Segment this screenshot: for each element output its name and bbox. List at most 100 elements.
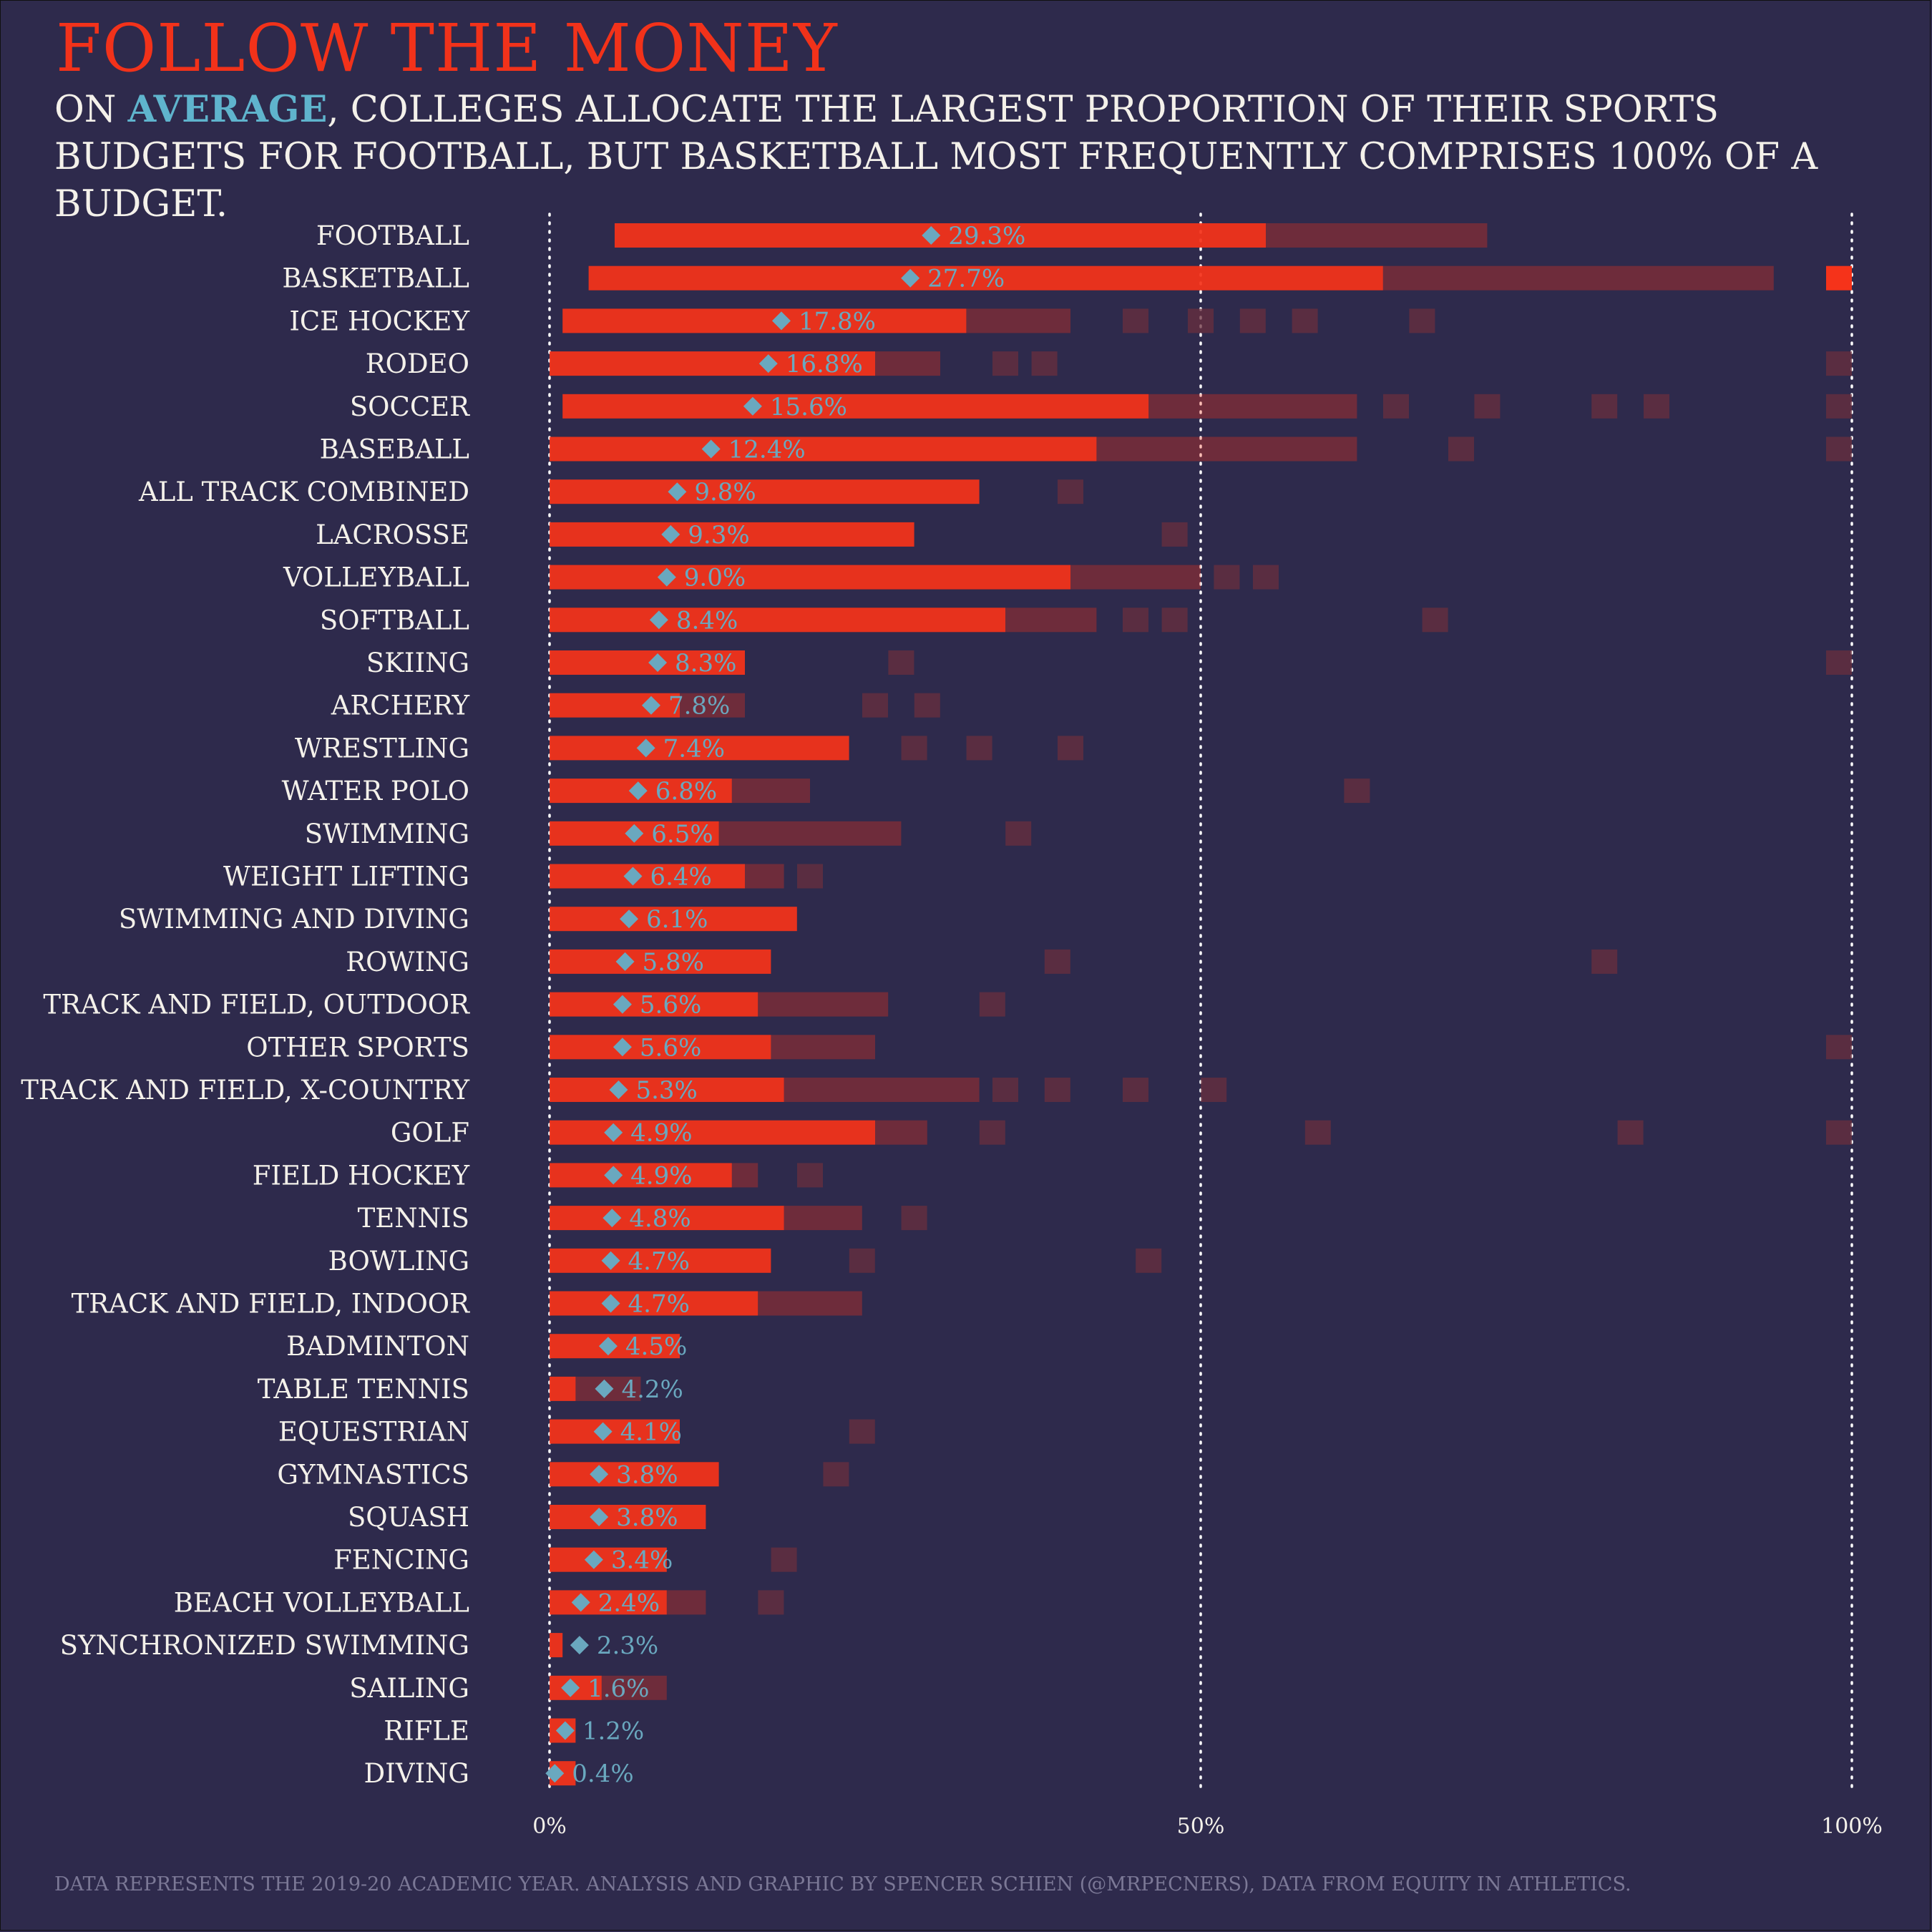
average-value-label: 5.6% (640, 991, 701, 1020)
distribution-dense (550, 907, 797, 932)
distribution-outlier (1058, 736, 1083, 761)
distribution-sparse (718, 821, 902, 846)
category-label: WATER POLO (282, 776, 469, 806)
average-marker (636, 738, 655, 758)
average-value-label: 6.1% (646, 905, 708, 934)
average-marker (758, 354, 778, 374)
distribution-outlier (901, 736, 927, 761)
distribution-dense (550, 864, 745, 889)
distribution-outlier (1253, 565, 1279, 590)
average-value-label: 4.9% (630, 1161, 692, 1190)
category-label: BASEBALL (320, 434, 469, 465)
category-label: SWIMMING AND DIVING (119, 904, 469, 935)
distribution-dense (562, 308, 967, 333)
average-value-label: 4.7% (628, 1290, 690, 1319)
distribution-outlier (1188, 308, 1214, 333)
average-value-label: 2.4% (598, 1589, 660, 1617)
average-marker (590, 1465, 609, 1484)
category-label: TENNIS (358, 1203, 469, 1234)
distribution-sparse (1266, 223, 1488, 248)
distribution-sparse (1148, 394, 1357, 419)
distribution-outlier (888, 650, 914, 675)
distribution-outlier (1239, 308, 1266, 333)
distribution-outlier (1344, 779, 1370, 804)
distribution-sparse (758, 992, 889, 1017)
distribution-outlier (1826, 394, 1852, 419)
chart-footer: Data represents the 2019-20 academic yea… (54, 1873, 1631, 1896)
average-marker (545, 1764, 565, 1783)
category-label: RODEO (366, 348, 469, 379)
average-marker (641, 696, 660, 715)
distribution-outlier (1591, 949, 1618, 974)
average-value-label: 4.8% (629, 1204, 691, 1233)
distribution-dense (550, 522, 914, 547)
chart-subtitle: On average, colleges allocate the larges… (54, 86, 1886, 228)
distribution-outlier (1383, 394, 1409, 419)
average-value-label: 12.4% (728, 436, 806, 464)
distribution-outlier (758, 1590, 784, 1615)
distribution-sparse (771, 1035, 875, 1060)
distribution-dense (550, 1163, 732, 1188)
distribution-outlier (823, 1462, 849, 1487)
average-marker (604, 1166, 623, 1185)
distribution-outlier (771, 1547, 797, 1572)
category-label: RIFLE (384, 1716, 469, 1747)
average-marker (601, 1251, 620, 1270)
average-value-label: 15.6% (770, 393, 847, 421)
distribution-outlier (992, 351, 1018, 376)
category-label: TRACK AND FIELD, OUTDOOR (43, 990, 470, 1020)
average-marker (595, 1379, 614, 1398)
distribution-outlier (1826, 1120, 1852, 1145)
average-marker (613, 995, 632, 1014)
distribution-sparse (758, 1291, 862, 1316)
distribution-dense (550, 992, 758, 1017)
category-label: BEACH VOLLEYBALL (174, 1587, 469, 1618)
category-label: SQUASH (348, 1502, 469, 1533)
distribution-dense (550, 1590, 667, 1615)
distribution-outlier (1201, 1078, 1227, 1102)
distribution-outlier (1304, 1120, 1331, 1145)
x-tick-label: 50% (1177, 1814, 1225, 1839)
average-value-label: 3.8% (616, 1503, 678, 1532)
distribution-outlier (1136, 1248, 1162, 1273)
distribution-dense (550, 1078, 784, 1102)
average-value-label: 4.5% (625, 1332, 687, 1361)
average-value-label: 1.2% (582, 1717, 644, 1746)
distribution-outlier (1214, 565, 1240, 590)
category-label: WEIGHT LIFTING (223, 862, 469, 892)
distribution-sparse (745, 864, 784, 889)
distribution-dense (550, 1419, 680, 1444)
distribution-dense (550, 351, 875, 376)
distribution-outlier (1826, 351, 1852, 376)
distribution-outlier (1161, 522, 1188, 547)
distribution-sparse (731, 1163, 758, 1188)
average-marker (604, 1123, 623, 1142)
average-marker (598, 1337, 618, 1356)
distribution-dense (550, 1206, 784, 1231)
distribution-dense (550, 650, 745, 675)
category-label: FIELD HOCKEY (253, 1160, 470, 1191)
average-marker (613, 1038, 632, 1057)
category-label: BADMINTON (286, 1331, 469, 1362)
distribution-outlier (1474, 394, 1501, 419)
distribution-dense (550, 1035, 771, 1060)
distribution-outlier (849, 1419, 875, 1444)
distribution-outlier (1292, 308, 1318, 333)
average-value-label: 3.4% (611, 1546, 673, 1575)
category-label: SOCCER (350, 391, 470, 422)
distribution-dense (550, 1547, 667, 1572)
distribution-sparse (666, 1590, 706, 1615)
category-label: SAILING (349, 1673, 469, 1704)
distribution-dense (550, 479, 980, 504)
category-label: BOWLING (328, 1246, 469, 1277)
category-label: ARCHERY (331, 691, 470, 721)
category-label: SOFTBALL (320, 605, 469, 635)
category-label: LACROSSE (316, 519, 469, 550)
distribution-outlier (797, 1163, 823, 1188)
distribution-dense (550, 1633, 563, 1658)
distribution-dense (550, 1505, 706, 1529)
distribution-outlier (901, 1206, 927, 1231)
category-label: GYMNASTICS (277, 1459, 469, 1490)
distribution-dense (550, 608, 1005, 633)
category-label: BASKETBALL (282, 263, 469, 294)
